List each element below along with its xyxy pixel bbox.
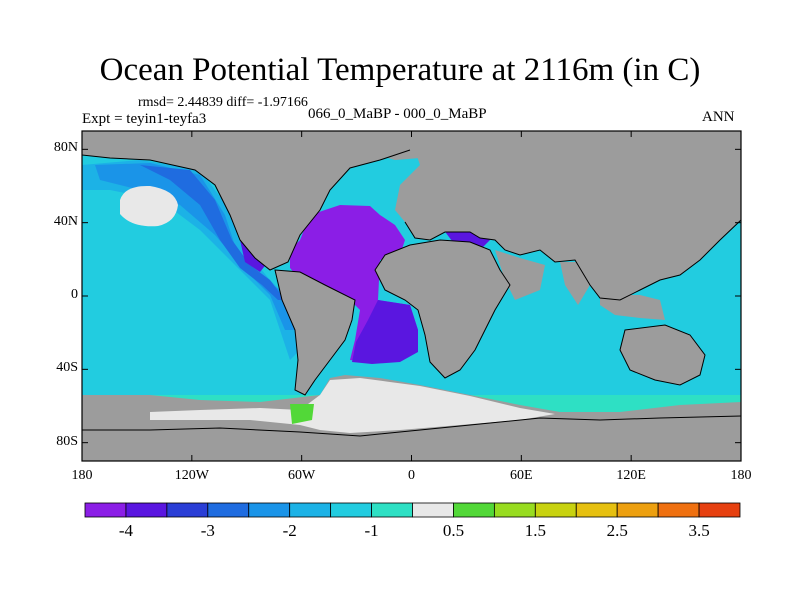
colorbar-swatch xyxy=(207,502,250,518)
lat-tick-label: 0 xyxy=(71,287,78,302)
colorbar-label: 2.5 xyxy=(606,521,628,540)
weddell-warm-patch xyxy=(290,404,314,424)
colorbar-swatch xyxy=(330,502,372,518)
colorbar-swatch xyxy=(125,502,168,518)
colorbar-swatch xyxy=(493,502,536,518)
map-field xyxy=(82,131,741,461)
south-atlantic-anomaly xyxy=(352,300,418,364)
lat-tick-label: 40S xyxy=(56,360,78,376)
figure-title: Ocean Potential Temperature at 2116m (in… xyxy=(99,52,701,88)
colorbar-label: -2 xyxy=(282,521,297,540)
antarctic-near-zero xyxy=(150,378,555,433)
lon-tick-label: 60E xyxy=(510,468,533,483)
lon-tick-label: 0 xyxy=(408,468,415,483)
colorbar-swatch xyxy=(166,502,209,518)
colorbar-label: -4 xyxy=(118,521,134,540)
lon-tick-label: 60W xyxy=(288,468,316,483)
axis-ticks xyxy=(81,131,742,461)
lat-tick-label: 80S xyxy=(56,433,78,449)
land-masses xyxy=(82,131,741,461)
lon-tick-label: 180 xyxy=(71,468,93,483)
colorbar-swatch xyxy=(534,502,577,518)
lon-tick-label: 120W xyxy=(174,468,209,483)
ocean-band-coldest xyxy=(140,165,285,300)
experiment-label: Expt = teyin1-teyfa3 xyxy=(82,111,207,127)
colorbar-swatch xyxy=(616,502,659,518)
lat-tick-label: 40N xyxy=(53,213,78,229)
colorbar-label: -1 xyxy=(364,521,379,540)
colorbar-swatch xyxy=(289,502,332,518)
colorbar-label: 3.5 xyxy=(688,521,710,540)
colorbar-swatch xyxy=(412,502,454,518)
coastlines xyxy=(82,149,741,437)
period-label: 066_0_MaBP - 000_0_MaBP xyxy=(308,106,487,122)
colorbar-swatch xyxy=(248,502,291,518)
lon-tick-label: 180 xyxy=(730,468,752,483)
lon-tick-label: 120E xyxy=(616,468,646,483)
near-zero-patch-pacific xyxy=(120,185,178,227)
colorbar-swatch xyxy=(657,502,700,518)
season-label: ANN xyxy=(702,109,735,125)
colorbar-swatch xyxy=(575,502,618,518)
colorbar xyxy=(84,502,741,518)
colorbar-label: 0.5 xyxy=(442,521,465,540)
colorbar-label: -3 xyxy=(200,521,215,540)
colorbar-swatch xyxy=(84,502,127,518)
rmsd-diff-stats: rmsd= 2.44839 diff= -1.97166 xyxy=(138,95,308,110)
colorbar-label: 1.5 xyxy=(524,521,546,540)
colorbar-swatch xyxy=(371,502,413,518)
lat-tick-label: 80N xyxy=(53,140,78,156)
colorbar-swatch xyxy=(453,502,495,518)
colorbar-swatch xyxy=(698,502,741,518)
